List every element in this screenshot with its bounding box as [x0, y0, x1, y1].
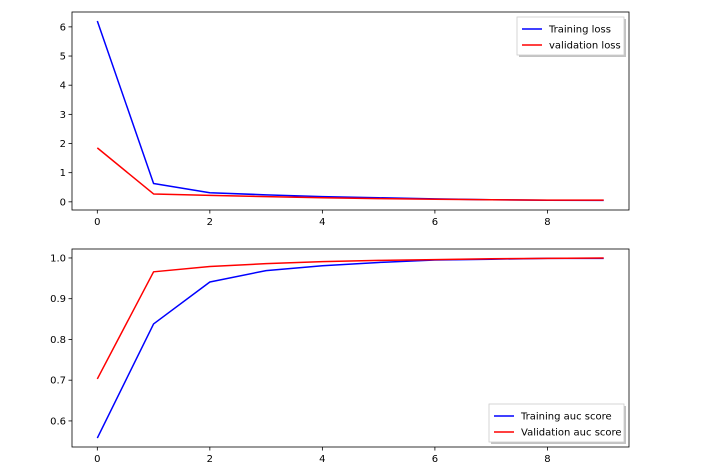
- y-tick-label: 0.6: [50, 416, 66, 427]
- legend-label: Training loss: [548, 25, 611, 36]
- y-tick-label: 0.7: [50, 376, 66, 387]
- x-tick-label: 2: [207, 454, 213, 465]
- y-tick-label: 0: [60, 197, 66, 208]
- y-tick-label: 0.9: [50, 294, 66, 305]
- x-tick-label: 2: [207, 217, 213, 228]
- x-tick-label: 6: [432, 217, 438, 228]
- legend: Training auc score Validation auc score: [488, 403, 626, 444]
- legend: Training loss validation loss: [516, 16, 626, 57]
- legend-box: [488, 403, 625, 443]
- y-tick-label: 1.0: [50, 253, 66, 264]
- axes-frame: [71, 248, 630, 448]
- x-tick-label: 0: [94, 454, 100, 465]
- y-tick-label: 4: [60, 81, 66, 92]
- auc-subplot: 0 2 4 6 8 0.6 0.7 0.8 0.9 1.0 Training auc score Va…: [50, 248, 630, 465]
- loss-subplot: 0 2 4 6 8 0 1 2 3 4 5 6 Training loss validation loss: [60, 11, 630, 228]
- x-tick-label: 8: [544, 454, 550, 465]
- legend-box: [516, 16, 625, 56]
- y-tick-label: 2: [60, 139, 66, 150]
- series-line-validation-auc-score: [96, 257, 604, 380]
- y-tick-label: 5: [60, 52, 66, 63]
- x-tick-label: 0: [94, 217, 100, 228]
- y-tick-label: 0.8: [50, 335, 66, 346]
- y-tick-label: 1: [60, 168, 66, 179]
- x-tick-label: 4: [319, 454, 325, 465]
- x-tick-label: 6: [432, 454, 438, 465]
- x-tick-label: 4: [319, 217, 325, 228]
- legend-label: Validation auc score: [521, 428, 622, 439]
- y-tick-label: 3: [60, 110, 66, 121]
- x-tick-label: 8: [544, 217, 550, 228]
- legend-label: validation loss: [549, 41, 621, 52]
- series-line-validation-loss: [96, 147, 604, 201]
- y-tick-label: 6: [60, 22, 66, 33]
- axes-frame: [71, 11, 630, 211]
- legend-label: Training auc score: [520, 412, 612, 423]
